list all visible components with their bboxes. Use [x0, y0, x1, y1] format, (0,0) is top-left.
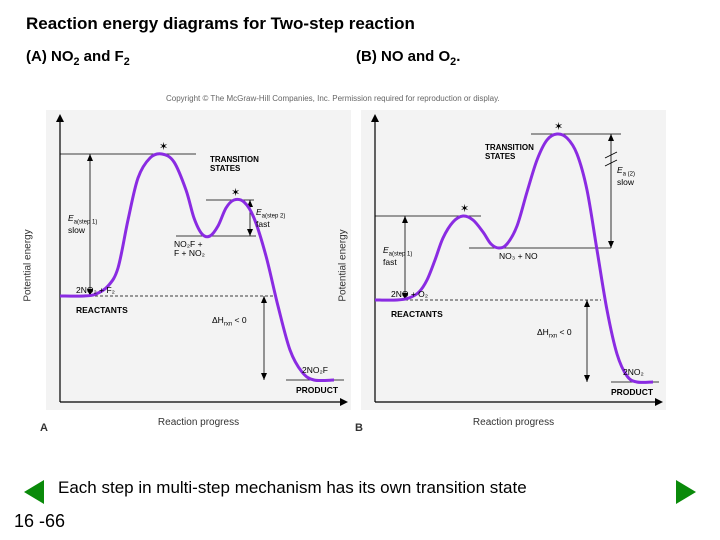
ts-label-b: TRANSITIONSTATES	[485, 144, 534, 162]
panel-letter-b: B	[355, 422, 363, 434]
nav-next-icon[interactable]	[676, 480, 696, 504]
product-formula-a: 2NO₂F	[302, 366, 328, 375]
svg-text:✶: ✶	[460, 203, 469, 215]
subtitle-a: (A) NO2 and F2	[26, 48, 356, 68]
svg-text:✶: ✶	[554, 121, 563, 133]
reactants-box-a: REACTANTS	[76, 306, 128, 315]
diagram-container: Copyright © The McGraw-Hill Companies, I…	[46, 96, 676, 441]
reactants-formula-b: 2NO + O₂	[391, 290, 428, 299]
reactants-formula-a: 2NO₂ + F₂	[76, 286, 115, 295]
product-formula-b: 2NO₂	[623, 368, 644, 377]
page-number: 16 -66	[14, 511, 65, 532]
panel-a: Potential energy Reaction progress A	[46, 110, 351, 410]
x-axis-label-b: Reaction progress	[473, 417, 554, 428]
product-box-a: PRODUCT	[296, 386, 338, 395]
sub-b-prefix: (B) NO and O	[356, 48, 450, 65]
svg-text:✶: ✶	[159, 141, 168, 153]
subtitle-b: (B) NO and O2.	[356, 48, 460, 68]
ea2-label-b: Ea (2)slow	[617, 166, 635, 188]
copyright-text: Copyright © The McGraw-Hill Companies, I…	[166, 94, 500, 103]
intermediate-label-b: NO₃ + NO	[499, 252, 538, 261]
note-text: Each step in multi-step mechanism has it…	[58, 478, 527, 498]
subtitle-row: (A) NO2 and F2 (B) NO and O2.	[0, 34, 720, 68]
dh-label-b: ΔHrxn < 0	[537, 328, 572, 340]
ea2-label-a: Ea(step 2)fast	[256, 208, 285, 230]
panel-b: Potential energy Reaction progress B	[361, 110, 666, 410]
ea1-label-a: Ea(step 1)slow	[68, 214, 97, 236]
ts-label-a: TRANSITIONSTATES	[210, 156, 259, 174]
sub-b-tail: .	[456, 48, 460, 65]
dh-label-a: ΔHrxn < 0	[212, 316, 247, 328]
sub-a-mid: and F	[80, 48, 124, 65]
reactants-box-b: REACTANTS	[391, 310, 443, 319]
page-title: Reaction energy diagrams for Two-step re…	[0, 0, 720, 34]
panel-letter-a: A	[40, 422, 48, 434]
svg-text:✶: ✶	[231, 187, 240, 199]
y-axis-label-a: Potential energy	[23, 229, 34, 301]
sub-a-prefix: (A) NO	[26, 48, 74, 65]
ea1-label-b: Ea(step 1)fast	[383, 246, 412, 268]
y-axis-label-b: Potential energy	[338, 229, 349, 301]
x-axis-label-a: Reaction progress	[158, 417, 239, 428]
product-box-b: PRODUCT	[611, 388, 653, 397]
sub-a-sub2: 2	[124, 56, 130, 68]
nav-prev-icon[interactable]	[24, 480, 44, 504]
intermediate-label-a: NO₂F +F + NO₂	[174, 240, 205, 259]
